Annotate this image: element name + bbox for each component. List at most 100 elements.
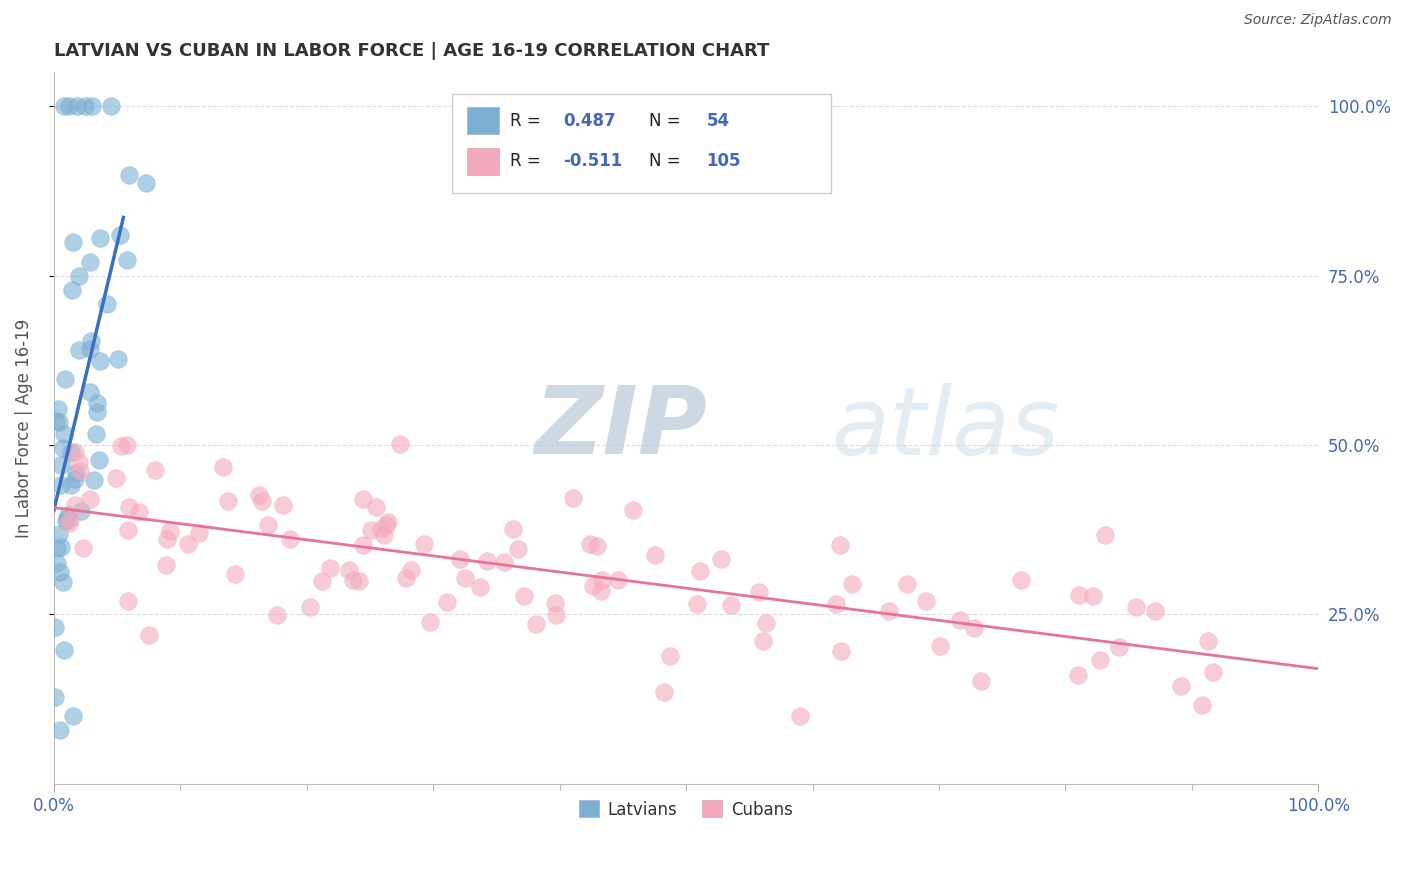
Text: atlas: atlas bbox=[831, 383, 1060, 474]
Latvians bbox=[65, 99, 87, 113]
FancyBboxPatch shape bbox=[467, 148, 499, 175]
Cubans bbox=[436, 594, 458, 608]
Cubans bbox=[143, 463, 166, 477]
Latvians bbox=[49, 541, 72, 555]
Latvians bbox=[58, 99, 80, 113]
Latvians bbox=[67, 343, 90, 358]
FancyBboxPatch shape bbox=[467, 107, 499, 135]
Text: -0.511: -0.511 bbox=[564, 153, 623, 170]
Cubans bbox=[949, 613, 972, 627]
Cubans bbox=[352, 538, 374, 552]
Latvians bbox=[46, 541, 69, 556]
Cubans bbox=[319, 560, 342, 574]
Latvians bbox=[52, 99, 75, 113]
Cubans bbox=[69, 464, 91, 478]
Cubans bbox=[1197, 634, 1219, 648]
Cubans bbox=[72, 541, 94, 555]
Latvians bbox=[60, 478, 83, 492]
Cubans bbox=[59, 512, 82, 526]
Cubans bbox=[1202, 665, 1225, 680]
Cubans bbox=[579, 537, 602, 551]
Latvians bbox=[56, 508, 79, 522]
Cubans bbox=[156, 533, 179, 547]
Cubans bbox=[212, 459, 235, 474]
Text: N =: N = bbox=[650, 153, 686, 170]
Latvians bbox=[115, 253, 138, 268]
Text: Source: ZipAtlas.com: Source: ZipAtlas.com bbox=[1244, 13, 1392, 28]
Text: N =: N = bbox=[650, 112, 686, 130]
Cubans bbox=[970, 674, 993, 689]
Text: R =: R = bbox=[510, 153, 547, 170]
Cubans bbox=[115, 438, 138, 452]
Cubans bbox=[658, 649, 681, 664]
Cubans bbox=[828, 538, 851, 552]
Cubans bbox=[1170, 679, 1192, 693]
Latvians bbox=[84, 426, 107, 441]
Cubans bbox=[825, 597, 848, 611]
Cubans bbox=[278, 532, 301, 546]
Cubans bbox=[138, 628, 160, 642]
Cubans bbox=[1125, 599, 1147, 614]
Cubans bbox=[896, 577, 918, 591]
Latvians bbox=[89, 354, 111, 368]
Cubans bbox=[748, 584, 770, 599]
Cubans bbox=[449, 552, 471, 566]
Text: 105: 105 bbox=[706, 153, 741, 170]
Cubans bbox=[110, 439, 132, 453]
Cubans bbox=[65, 445, 87, 459]
Cubans bbox=[513, 589, 536, 603]
Cubans bbox=[1108, 640, 1130, 655]
Cubans bbox=[117, 593, 139, 607]
Latvians bbox=[55, 512, 77, 526]
Cubans bbox=[117, 524, 139, 538]
Cubans bbox=[710, 552, 733, 566]
Cubans bbox=[589, 584, 612, 599]
Cubans bbox=[524, 616, 547, 631]
Latvians bbox=[52, 575, 75, 590]
Cubans bbox=[67, 455, 90, 469]
Latvians bbox=[75, 99, 97, 113]
Cubans bbox=[217, 494, 239, 508]
Latvians bbox=[65, 467, 87, 481]
Latvians bbox=[86, 405, 108, 419]
Latvians bbox=[63, 472, 86, 486]
Latvians bbox=[110, 227, 132, 242]
Latvians bbox=[52, 427, 75, 442]
Y-axis label: In Labor Force | Age 16-19: In Labor Force | Age 16-19 bbox=[15, 318, 32, 538]
Cubans bbox=[1191, 698, 1213, 712]
Text: LATVIAN VS CUBAN IN LABOR FORCE | AGE 16-19 CORRELATION CHART: LATVIAN VS CUBAN IN LABOR FORCE | AGE 16… bbox=[53, 42, 769, 60]
Cubans bbox=[366, 500, 388, 514]
Cubans bbox=[877, 604, 900, 618]
Cubans bbox=[155, 558, 177, 572]
Cubans bbox=[117, 500, 139, 514]
Cubans bbox=[562, 491, 585, 505]
Cubans bbox=[929, 639, 952, 653]
Cubans bbox=[79, 491, 101, 506]
Cubans bbox=[1088, 653, 1111, 667]
Cubans bbox=[915, 594, 938, 608]
Latvians bbox=[46, 401, 69, 416]
FancyBboxPatch shape bbox=[453, 94, 831, 194]
Latvians bbox=[45, 414, 67, 428]
Cubans bbox=[224, 566, 246, 581]
Latvians bbox=[60, 283, 83, 297]
Cubans bbox=[686, 597, 709, 611]
Cubans bbox=[544, 607, 567, 622]
Cubans bbox=[271, 498, 294, 512]
Cubans bbox=[104, 471, 127, 485]
Cubans bbox=[337, 563, 360, 577]
Latvians bbox=[48, 527, 70, 541]
Latvians bbox=[53, 643, 76, 657]
Cubans bbox=[1094, 528, 1116, 542]
Cubans bbox=[470, 580, 492, 594]
Cubans bbox=[1144, 604, 1167, 618]
Latvians bbox=[86, 396, 108, 410]
Latvians bbox=[49, 723, 72, 737]
Cubans bbox=[266, 607, 288, 622]
Text: 0.487: 0.487 bbox=[564, 112, 616, 130]
Latvians bbox=[83, 474, 105, 488]
Cubans bbox=[250, 494, 273, 508]
Cubans bbox=[63, 498, 86, 512]
Cubans bbox=[159, 524, 181, 539]
Cubans bbox=[621, 503, 644, 517]
